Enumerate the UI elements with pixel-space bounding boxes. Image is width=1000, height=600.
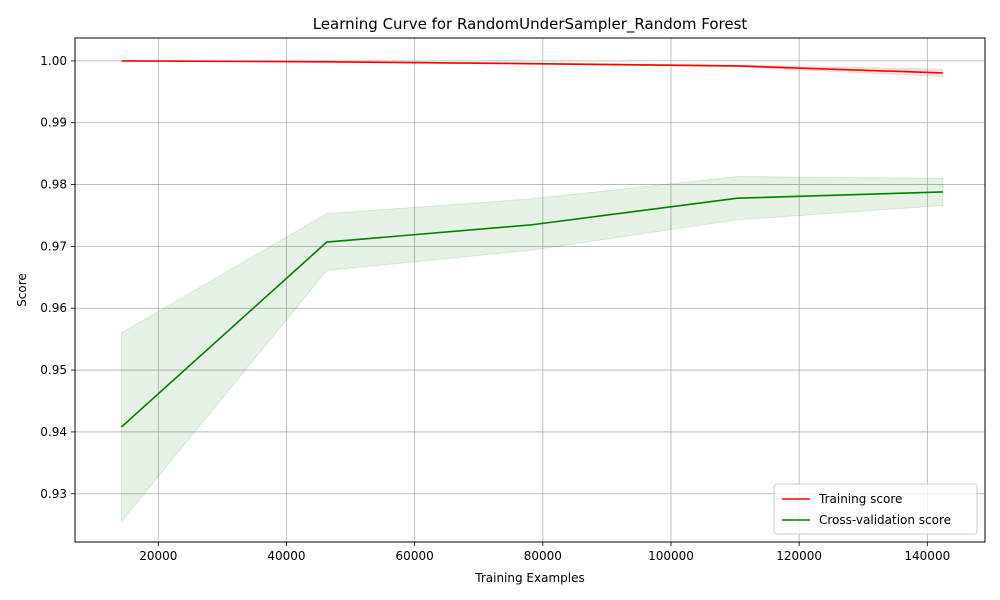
y-tick-label: 0.96 xyxy=(40,301,67,315)
x-tick-label: 80000 xyxy=(524,549,562,563)
y-tick-label: 0.99 xyxy=(40,116,67,130)
x-tick-label: 40000 xyxy=(267,549,305,563)
x-tick-label: 120000 xyxy=(776,549,822,563)
y-tick-label: 0.94 xyxy=(40,425,67,439)
line-cross-validation xyxy=(120,191,943,428)
x-tick-label: 100000 xyxy=(648,549,694,563)
legend-box xyxy=(773,483,978,535)
line-training xyxy=(121,60,943,74)
x-axis-label: Training Examples xyxy=(474,571,584,585)
grid xyxy=(75,38,985,542)
plot-frame xyxy=(74,37,986,543)
y-tick-label: 0.98 xyxy=(40,178,67,192)
y-tick-label: 0.97 xyxy=(40,239,67,253)
legend-label-training: Training score xyxy=(818,492,902,506)
y-tick-label: 0.95 xyxy=(40,363,67,377)
legend: Training score Cross-validation score xyxy=(773,483,978,535)
x-tick-label: 20000 xyxy=(139,549,177,563)
axis-ticks: 20000 40000 60000 80000 100000 120000 140000 0.… xyxy=(40,54,950,563)
x-tick-label: 60000 xyxy=(396,549,434,563)
y-tick-label: 0.93 xyxy=(40,487,67,501)
legend-label-cross-validation: Cross-validation score xyxy=(819,513,951,527)
x-tick-label: 140000 xyxy=(904,549,950,563)
series-lines xyxy=(120,60,943,428)
band-cross-validation xyxy=(120,176,944,523)
y-axis-label: Score xyxy=(15,273,29,307)
y-tick-label: 1.00 xyxy=(40,54,67,68)
chart-title: Learning Curve for RandomUnderSampler_Ra… xyxy=(313,15,748,34)
